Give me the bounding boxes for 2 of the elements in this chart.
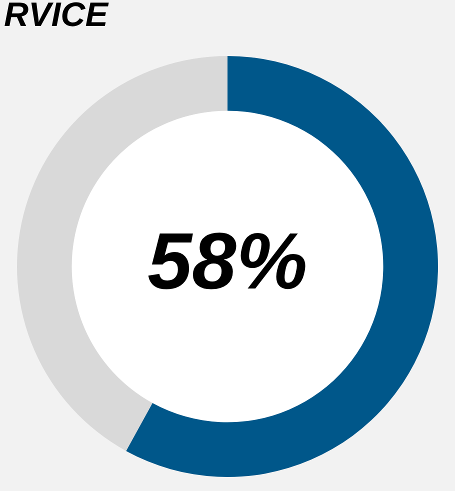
chart-title: RVICE xyxy=(4,0,108,35)
data-label: 58% xyxy=(147,216,308,306)
